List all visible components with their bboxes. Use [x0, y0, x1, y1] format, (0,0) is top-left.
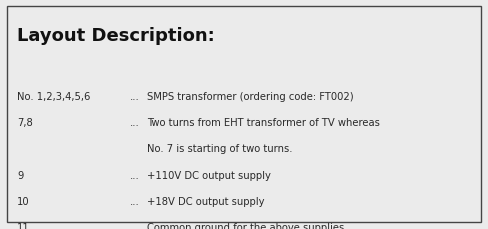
- Text: Common ground for the above supplies: Common ground for the above supplies: [146, 223, 343, 229]
- Text: ...: ...: [129, 223, 139, 229]
- Text: 7,8: 7,8: [17, 118, 33, 128]
- Text: ...: ...: [129, 197, 139, 207]
- Text: +18V DC output supply: +18V DC output supply: [146, 197, 264, 207]
- Text: ...: ...: [129, 92, 139, 102]
- Text: Two turns from EHT transformer of TV whereas: Two turns from EHT transformer of TV whe…: [146, 118, 379, 128]
- Text: +110V DC output supply: +110V DC output supply: [146, 171, 270, 181]
- Text: No. 1,2,3,4,5,6: No. 1,2,3,4,5,6: [17, 92, 90, 102]
- Text: 11: 11: [17, 223, 30, 229]
- FancyBboxPatch shape: [7, 6, 480, 222]
- Text: 10: 10: [17, 197, 30, 207]
- Text: ...: ...: [129, 118, 139, 128]
- Text: 9: 9: [17, 171, 23, 181]
- Text: ...: ...: [129, 171, 139, 181]
- Text: SMPS transformer (ordering code: FT002): SMPS transformer (ordering code: FT002): [146, 92, 353, 102]
- Text: No. 7 is starting of two turns.: No. 7 is starting of two turns.: [146, 144, 292, 154]
- Text: Layout Description:: Layout Description:: [17, 27, 214, 46]
